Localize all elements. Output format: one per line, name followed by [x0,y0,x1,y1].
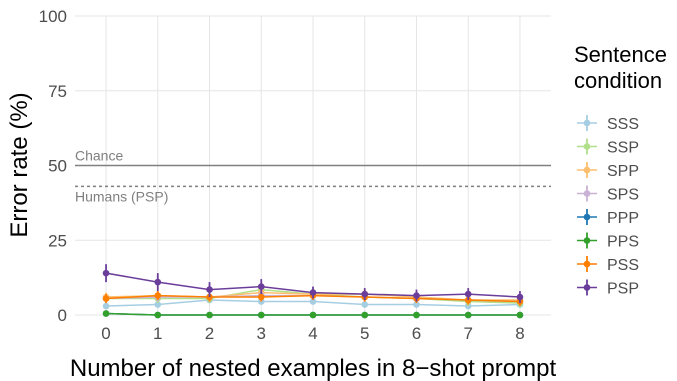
legend-item-spp: SPP [577,162,639,180]
x-tick-label: 1 [153,324,162,343]
data-point [464,290,472,298]
data-point [361,311,369,319]
legend-key-point [583,237,591,244]
data-point [154,278,162,286]
data-point [102,302,110,310]
data-point [257,283,265,290]
legend-title: Sentence [574,42,667,67]
data-point [206,286,213,293]
legend-label: SSS [607,116,639,133]
x-tick-label: 5 [360,324,369,343]
legend-key-point [583,284,591,291]
x-tick-label: 4 [308,324,317,343]
legend-key-point [583,143,591,150]
legend-title: condition [574,68,662,93]
legend-item-ssp: SSP [577,138,639,157]
data-point [154,301,162,308]
reference-line-label: Chance [75,148,123,164]
data-point [102,269,110,277]
x-tick-label: 2 [205,324,214,343]
reference-line-label: Humans (PSP) [75,188,168,204]
data-point [257,311,265,319]
data-point [516,311,524,319]
data-point [413,301,420,308]
y-tick-labels: 0 25 50 75 100 [39,7,67,325]
y-tick-label: 100 [39,7,67,26]
legend-key-point [583,166,591,174]
data-point [361,301,369,308]
data-point [154,292,162,299]
x-axis-title: Number of nested examples in 8−shot prom… [70,355,557,381]
y-tick-label: 25 [48,231,67,250]
legend-label: SPS [607,187,639,204]
x-tick-label: 7 [463,324,472,343]
legend-item-ppp: PPP [577,209,639,227]
legend-item-sps: SPS [577,185,639,204]
x-tick-label: 8 [515,324,524,343]
reference-lines: Chance Humans (PSP) [75,148,551,204]
legend-item-pss: PSS [577,256,639,274]
legend-label: PPP [607,210,639,227]
series-psp [102,264,524,304]
data-point [257,293,265,301]
x-tick-labels: 0 1 2 3 4 5 6 7 8 [101,324,524,343]
data-point [413,292,420,299]
legend-item-sss: SSS [577,115,639,133]
legend-label: PSS [607,257,639,274]
data-point [154,311,162,319]
data-point [516,293,524,301]
y-tick-label: 50 [48,157,67,176]
legend-label: PSP [607,281,639,298]
legend-key-point [583,119,591,127]
data-point [309,311,317,319]
data-point [309,298,317,305]
legend-label: PPS [607,234,639,251]
legend-label: SPP [607,163,639,180]
y-tick-label: 0 [58,306,67,325]
data-point [309,289,317,296]
legend-key-point [583,213,591,221]
y-tick-label: 75 [48,82,67,101]
x-tick-label: 0 [101,324,110,343]
data-point [361,290,369,298]
data-point [102,295,110,302]
legend-label: SSP [607,140,639,157]
y-axis-title: Error rate (%) [6,92,33,237]
legend-item-psp: PSP [577,279,639,298]
x-tick-label: 6 [412,324,421,343]
x-tick-label: 3 [257,324,266,343]
series-pps [102,310,524,319]
data-point [102,310,110,317]
legend-key-point [583,260,591,268]
data-point [464,311,472,319]
data-point [206,311,213,319]
data-point [413,311,420,319]
series-layer [102,264,524,319]
legend-item-pps: PPS [577,232,639,251]
legend-key-point [583,190,591,197]
